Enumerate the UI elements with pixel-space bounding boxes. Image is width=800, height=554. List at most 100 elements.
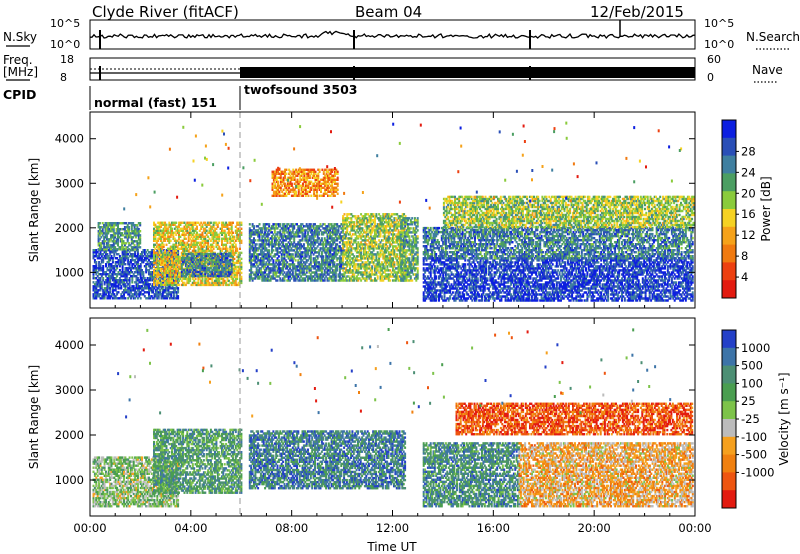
nsearch-label: N.Search xyxy=(746,30,800,44)
freq-tick-bottom: 8 xyxy=(60,71,67,84)
data-cell xyxy=(240,272,242,274)
data-cell xyxy=(375,271,377,273)
data-cell xyxy=(166,224,168,226)
data-cell xyxy=(277,227,279,229)
data-cell xyxy=(240,240,242,242)
data-cell xyxy=(270,271,272,273)
data-cell xyxy=(253,225,255,227)
nave-label: Nave xyxy=(752,63,783,77)
data-cell xyxy=(233,236,235,238)
data-cell xyxy=(240,252,242,254)
data-cell xyxy=(163,244,165,246)
data-cell xyxy=(295,259,297,261)
data-cell xyxy=(338,227,340,229)
nsky-trace xyxy=(90,31,695,38)
data-cell xyxy=(142,271,144,273)
data-cell xyxy=(231,259,233,261)
data-cell xyxy=(178,284,180,286)
data-cell xyxy=(254,239,256,241)
nsky-tick-top: 10^5 xyxy=(50,17,80,30)
data-cell xyxy=(177,287,179,289)
data-cell xyxy=(293,227,295,229)
data-cell xyxy=(344,213,346,215)
data-cell xyxy=(353,221,355,223)
data-cell xyxy=(366,271,368,273)
data-cell xyxy=(195,250,197,252)
data-cell xyxy=(209,261,211,263)
beam-title: Beam 04 xyxy=(355,3,422,21)
nsky-tick-bottom: 10^0 xyxy=(50,38,80,51)
data-cell xyxy=(185,238,187,240)
data-cell xyxy=(177,295,179,297)
data-cell xyxy=(171,228,173,230)
data-cell xyxy=(342,273,344,275)
data-cell xyxy=(171,278,173,280)
data-cell xyxy=(128,226,130,228)
data-cell xyxy=(268,223,270,225)
data-cell xyxy=(124,263,126,265)
data-cell xyxy=(95,261,97,263)
data-cell xyxy=(240,232,242,234)
data-cell xyxy=(299,235,301,237)
nave-tick-top: 60 xyxy=(707,53,721,66)
data-cell xyxy=(240,228,242,230)
date-title: 12/Feb/2015 xyxy=(590,3,684,21)
data-cell xyxy=(196,226,198,228)
freq-unit: [MHz] xyxy=(3,65,38,79)
data-cell xyxy=(303,243,305,245)
data-cell xyxy=(233,258,235,260)
data-cell xyxy=(375,213,377,215)
data-cell xyxy=(170,240,172,242)
data-cell xyxy=(292,271,294,273)
data-cell xyxy=(272,249,274,251)
data-cell xyxy=(164,250,166,252)
nsearch-tick-top: 10^5 xyxy=(704,17,734,30)
data-cell xyxy=(235,244,237,246)
cpid-strip: CPID normal (fast) 151 twofsound 3503 xyxy=(3,82,357,110)
data-cell xyxy=(166,244,168,246)
data-cell xyxy=(292,253,294,255)
data-cell xyxy=(139,246,141,248)
data-cell xyxy=(159,278,161,280)
data-cell xyxy=(227,248,229,250)
data-cell xyxy=(256,243,258,245)
data-cell xyxy=(279,223,281,225)
data-cell xyxy=(272,259,274,261)
station-title: Clyde River (fitACF) xyxy=(92,3,239,21)
data-cell xyxy=(139,230,141,232)
data-cell xyxy=(128,248,130,250)
data-cell xyxy=(175,222,177,224)
data-cell xyxy=(131,281,133,283)
data-cell xyxy=(240,262,242,264)
data-cell xyxy=(107,232,109,234)
data-cell xyxy=(224,230,226,232)
data-cell xyxy=(240,258,242,260)
nsky-strip: N.Sky 10^5 10^0 10^5 10^0 N.Search xyxy=(3,17,800,51)
cpid-segment-normal: normal (fast) 151 xyxy=(94,95,217,110)
freq-band xyxy=(240,67,695,78)
data-cell xyxy=(129,281,131,283)
data-cell xyxy=(321,237,323,239)
cpid-label: CPID xyxy=(3,87,36,102)
freq-tick-top: 18 xyxy=(60,53,74,66)
data-cell xyxy=(240,276,242,278)
data-cell xyxy=(182,253,184,255)
data-cell xyxy=(236,248,238,250)
data-cell xyxy=(240,222,242,224)
data-cell xyxy=(235,252,237,254)
data-cell xyxy=(195,278,197,280)
nsearch-tick-bottom: 10^0 xyxy=(704,38,734,51)
nsky-label: N.Sky xyxy=(3,30,37,44)
data-cell xyxy=(218,222,220,224)
data-cell xyxy=(214,253,216,255)
data-cell xyxy=(210,222,212,224)
data-cell xyxy=(322,255,324,257)
data-cell xyxy=(102,265,104,267)
data-cell xyxy=(124,297,126,299)
data-cell xyxy=(204,265,206,267)
data-cell xyxy=(232,222,234,224)
data-cell xyxy=(231,263,233,265)
cpid-segment-twofsound: twofsound 3503 xyxy=(244,82,357,97)
data-cell xyxy=(139,234,141,236)
